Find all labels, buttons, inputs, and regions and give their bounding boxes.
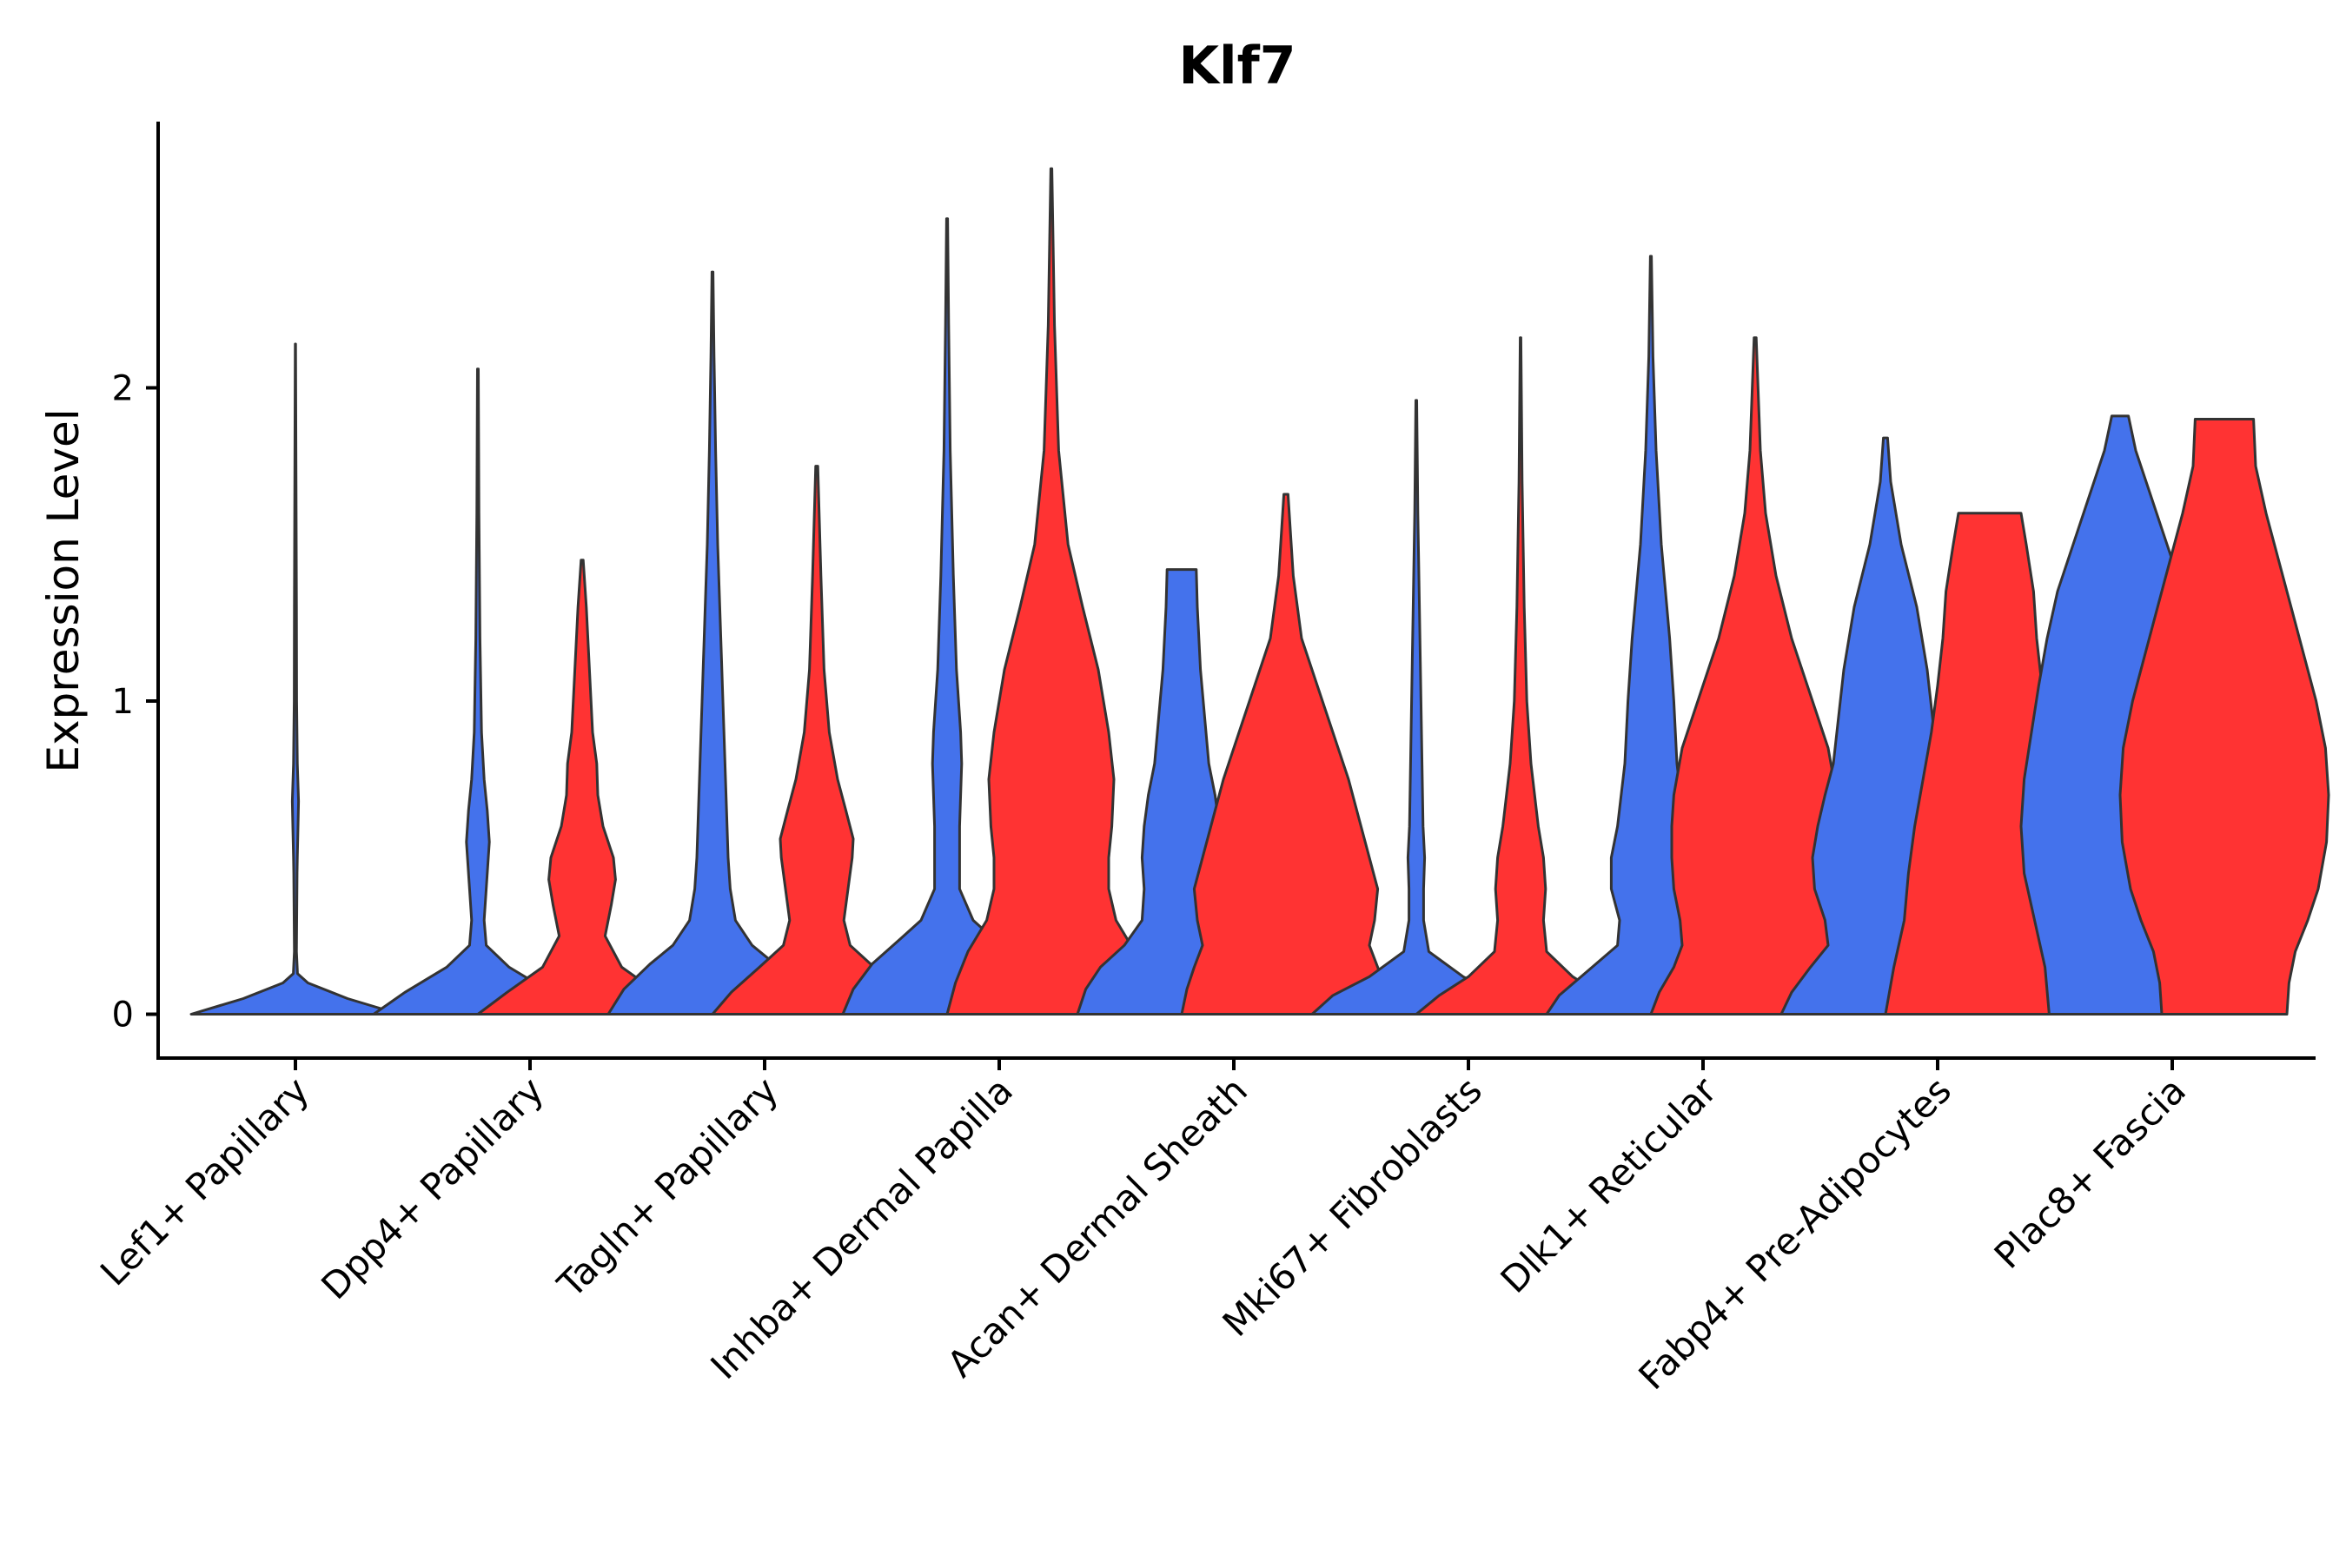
- axes-layer: [156, 122, 2316, 1060]
- x-tick-label: Lef1+ Papillary: [92, 1068, 317, 1293]
- violin-red-1: [476, 559, 688, 1016]
- violin-blue-3: [841, 217, 1053, 1016]
- violin-red-8: [2118, 418, 2330, 1016]
- violin-blue-0: [189, 342, 401, 1016]
- y-tick-label: 0: [112, 996, 134, 1035]
- y-tick-label: 2: [112, 368, 134, 408]
- y-axis-label: Expression Level: [38, 408, 89, 772]
- violin-blue-1: [372, 367, 584, 1016]
- violin-red-4: [1180, 493, 1392, 1016]
- violin-blue-2: [606, 270, 818, 1016]
- chart-title: Klf7: [1179, 36, 1296, 96]
- x-tick-label: Tagln+ Papillary: [549, 1068, 786, 1306]
- violins-layer: [189, 167, 2330, 1016]
- violin-red-3: [945, 167, 1157, 1016]
- x-tick-label: Plac8+ Fascia: [1986, 1068, 2194, 1276]
- x-tick-label: Mki67+ Fibroblasts: [1215, 1068, 1490, 1344]
- y-tick-label: 1: [112, 682, 134, 722]
- violin-red-2: [711, 465, 923, 1016]
- violin-blue-5: [1310, 399, 1522, 1016]
- violin-red-5: [1415, 336, 1627, 1016]
- x-tick-label: Dlk1+ Reticular: [1493, 1068, 1726, 1301]
- x-tick-label: Dpp4+ Papillary: [313, 1068, 552, 1307]
